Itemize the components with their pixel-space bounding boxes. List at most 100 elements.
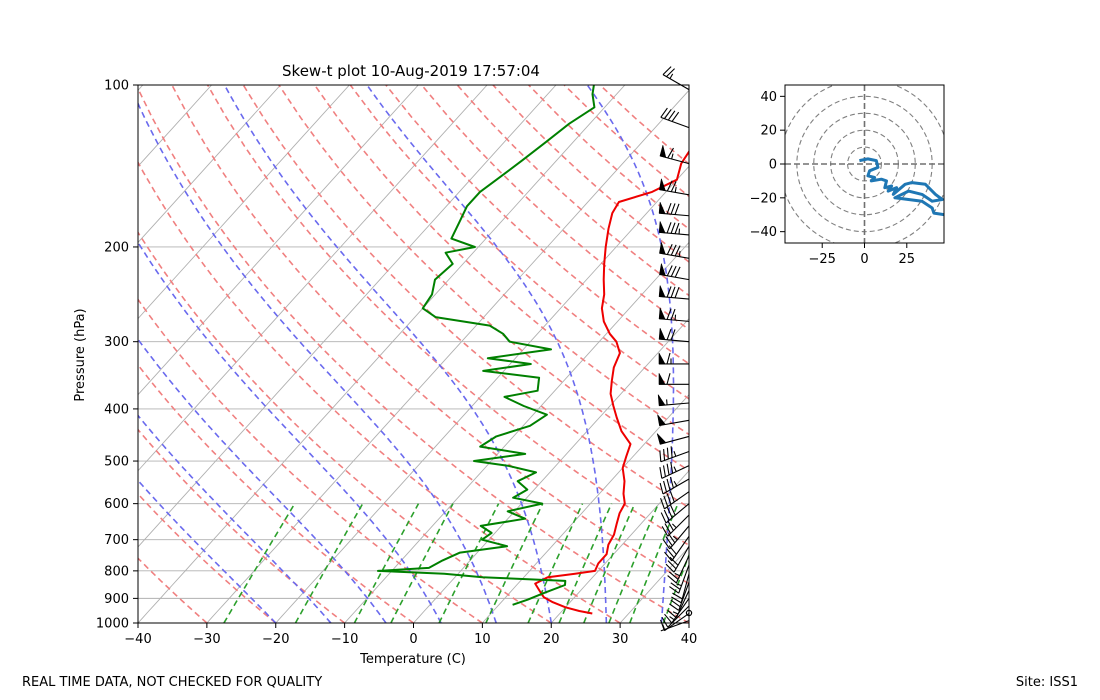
hodograph-y-tick-label: 20 <box>760 124 777 139</box>
wind-barb <box>665 545 690 573</box>
dry-adiabat-line <box>138 428 346 623</box>
wind-barb <box>659 145 690 165</box>
dry-adiabat-line <box>138 160 621 623</box>
dry-adiabat-line <box>138 86 689 623</box>
y-tick-label: 200 <box>104 240 129 255</box>
mixing-ratio-line <box>558 503 613 623</box>
wind-barb <box>659 263 690 281</box>
hodograph-x-tick-label: 25 <box>899 252 916 267</box>
hodograph-panel: −25 0 25 40 20 0 −20 −40 <box>750 84 945 267</box>
skewt-plot-area <box>0 85 1100 623</box>
dry-adiabat-line <box>138 230 552 623</box>
wind-barb <box>660 107 690 129</box>
moist-adiabat-line <box>138 101 497 623</box>
wind-barb <box>658 285 690 300</box>
y-tick-label: 400 <box>104 402 129 417</box>
wind-barb <box>669 582 690 611</box>
wind-barb <box>661 605 690 628</box>
hodograph-x-tick-label: 0 <box>860 252 868 267</box>
hodograph-trace <box>859 157 944 217</box>
isotherm-line <box>138 85 350 320</box>
x-axis-label: Temperature (C) <box>359 652 466 667</box>
x-tick-label: 20 <box>543 632 560 647</box>
dry-adiabat-line <box>349 85 689 400</box>
y-tick-label: 1000 <box>96 617 129 632</box>
y-tick-label: 500 <box>104 455 129 470</box>
wind-barb <box>660 503 690 524</box>
moist-adiabat-line <box>586 85 675 623</box>
dry-adiabat-line <box>528 85 689 230</box>
wind-barb <box>659 242 690 259</box>
wind-barb <box>658 202 690 217</box>
hodograph-y-tick-label: 40 <box>760 90 777 105</box>
isotherm-line <box>138 85 419 396</box>
isotherm-line <box>138 85 626 623</box>
site-label: Site: ISS1 <box>1016 675 1078 690</box>
wind-barb <box>664 535 690 562</box>
y-tick-label: 100 <box>104 79 129 94</box>
dry-adiabat-line <box>456 85 689 297</box>
wind-barb <box>658 307 690 322</box>
moist-adiabat-line <box>717 85 792 623</box>
wind-barb <box>658 373 689 385</box>
wind-barb <box>658 327 690 343</box>
wind-barb <box>656 433 690 445</box>
y-tick-label: 900 <box>104 592 129 607</box>
isotherm-line <box>0 85 5 623</box>
skewt-panel: −40 −30 −20 −10 0 10 20 30 401002003004005006007… <box>0 62 1100 667</box>
hodograph-plot-area <box>785 85 944 243</box>
dewpoint-profile-line <box>377 85 596 606</box>
wind-barb <box>659 476 690 495</box>
moist-adiabat-line <box>366 85 608 623</box>
moist-adiabat-line <box>138 479 277 623</box>
moist-adiabat-line <box>223 85 553 623</box>
dry-adiabat-line <box>242 85 689 509</box>
isotherm-line <box>275 165 689 623</box>
mixing-ratio-line <box>608 503 660 623</box>
temperature-profile-line <box>534 149 689 615</box>
isotherm-line <box>0 85 74 623</box>
chart-title: Skew-t plot 10-Aug-2019 17:57:04 <box>282 62 540 80</box>
calm-wind-marker <box>685 609 693 617</box>
y-tick-label: 700 <box>104 533 129 548</box>
moist-adiabat-line <box>138 240 442 623</box>
wind-barb <box>662 66 690 91</box>
wind-barb <box>657 414 690 427</box>
dry-adiabat-line <box>206 85 689 547</box>
hodograph-x-tick-label: −25 <box>808 252 835 267</box>
wind-barb <box>658 352 689 365</box>
wind-barb <box>667 590 690 619</box>
y-axis-label: Pressure (hPa) <box>73 308 88 401</box>
mixing-ratio-line <box>353 503 420 623</box>
dry-adiabat-line <box>563 85 689 198</box>
wind-barb <box>660 491 690 510</box>
wind-barb <box>660 613 690 632</box>
isotherm-line <box>344 241 689 623</box>
y-tick-label: 300 <box>104 335 129 350</box>
mixing-ratio-line <box>662 552 689 623</box>
mixing-ratio-line <box>485 503 544 623</box>
wind-barb <box>667 555 690 584</box>
moist-adiabat-line <box>138 337 387 623</box>
hodograph-y-tick-label: −40 <box>750 225 777 240</box>
isotherm-line <box>550 470 689 623</box>
isotherm-line <box>138 85 488 472</box>
x-tick-label: −10 <box>331 632 358 647</box>
isotherm-line <box>482 394 689 623</box>
wind-barb-column <box>656 66 693 632</box>
x-tick-label: 40 <box>681 632 698 647</box>
skewt-axes: −40 −30 −20 −10 0 10 20 30 40 100 200 300 400 500 600 7… <box>96 79 697 648</box>
isotherm-line <box>758 85 1100 623</box>
hodograph-axes: −25 0 25 40 20 0 −20 −40 <box>750 90 915 267</box>
y-tick-label: 800 <box>104 564 129 579</box>
isotherm-line <box>688 622 689 623</box>
x-tick-label: 30 <box>612 632 629 647</box>
dry-adiabat-line <box>171 85 689 585</box>
x-tick-label: −40 <box>124 632 151 647</box>
wind-barb <box>658 221 690 236</box>
wind-barb <box>657 394 690 407</box>
x-tick-label: 0 <box>409 632 417 647</box>
dry-adiabat-line <box>138 363 414 623</box>
hodograph-y-tick-label: −20 <box>750 191 777 206</box>
wind-barb <box>659 461 690 479</box>
